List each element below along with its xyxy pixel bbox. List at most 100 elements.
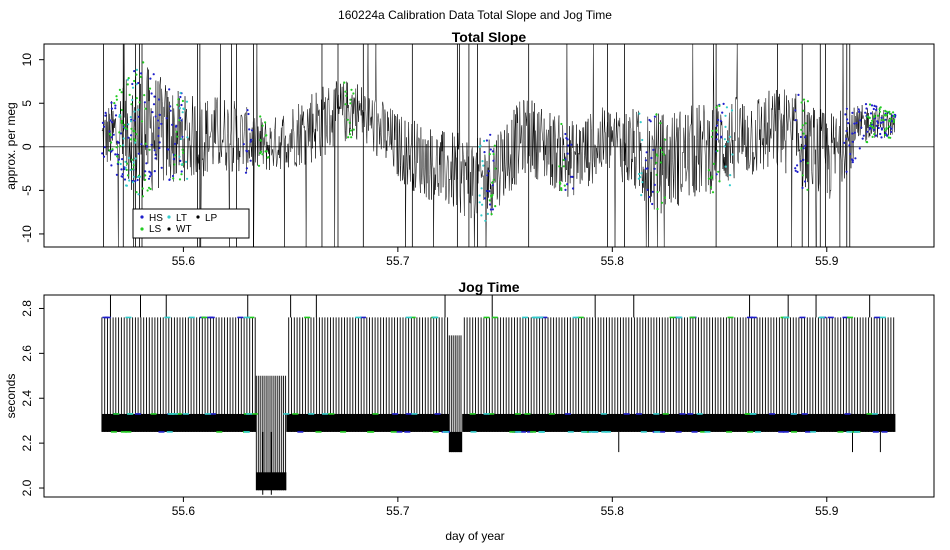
series-ls-point <box>870 122 873 125</box>
series-ls-point <box>135 191 138 194</box>
series-ls-point <box>115 95 118 98</box>
series-hs-point <box>873 104 876 107</box>
series-ls-point <box>173 163 176 166</box>
series-ls-point <box>181 148 184 151</box>
series-hs-point <box>171 174 175 178</box>
jog-time-ylabel: seconds <box>4 374 18 419</box>
series-ls-point <box>178 119 181 122</box>
figure-title: 160224a Calibration Data Total Slope and… <box>338 8 612 22</box>
total-slope-axes: 55.6 55.7 55.8 55.9 -10 -5 0 5 10 <box>20 53 839 268</box>
series-ls-point <box>143 94 146 97</box>
series-lt-point <box>186 136 189 139</box>
series-hs-point <box>114 107 117 110</box>
series-ls-point <box>889 117 892 120</box>
jog-time-y-tick-label: 2.2 <box>20 434 34 451</box>
series-hs-point <box>145 162 148 165</box>
series-wt-band <box>286 413 450 432</box>
series-ls-point <box>494 167 497 170</box>
series-lt-point <box>128 179 131 182</box>
series-ls-point <box>715 106 718 109</box>
series-wt-segment-lines <box>255 375 287 491</box>
series-lt-point <box>131 86 135 89</box>
series-hs-point <box>857 108 860 111</box>
series-hs-point <box>854 157 857 160</box>
series-ls-point <box>869 124 872 127</box>
total-slope-y-tick-label: -5 <box>20 185 34 196</box>
series-ls-point <box>892 119 896 122</box>
series-hs-point <box>246 109 249 112</box>
series-ls-point <box>135 133 138 136</box>
series-hs-point <box>137 115 140 118</box>
series-lt-point <box>179 91 182 95</box>
series-lt-point <box>129 168 132 172</box>
series-ls-point <box>659 161 663 164</box>
series-hs-point <box>858 147 861 150</box>
series-ls-point <box>128 93 131 96</box>
series-hs-point <box>864 111 867 114</box>
series-ls-point <box>494 205 497 208</box>
series-ls-point <box>177 98 180 101</box>
series-ls-point <box>716 149 719 152</box>
series-ls-point <box>352 92 355 95</box>
series-hs-point <box>851 140 854 143</box>
series-hs-point <box>169 109 172 112</box>
series-ls-point <box>876 114 880 117</box>
series-hs-point <box>130 134 133 137</box>
series-hs-point <box>645 151 648 154</box>
series-ls-point <box>135 97 138 100</box>
series-hs-point <box>487 170 490 173</box>
series-ls-point <box>804 122 807 125</box>
series-hs-point <box>121 175 124 178</box>
series-hs-point <box>488 203 492 206</box>
series-ls-point <box>710 176 713 180</box>
series-lt-point <box>124 160 127 163</box>
series-hs-point <box>179 116 182 120</box>
series-hs-point <box>804 180 807 183</box>
series-hs-point <box>250 138 253 141</box>
series-ls-point <box>130 103 133 106</box>
total-slope-title: Total Slope <box>452 29 527 45</box>
series-ls-point <box>117 161 120 164</box>
series-ls-point <box>139 75 142 78</box>
series-hs-point <box>111 121 114 124</box>
series-ls-point <box>344 103 347 106</box>
series-ls-point <box>142 61 145 64</box>
series-hs-point <box>868 128 871 131</box>
series-hs-point <box>103 125 106 128</box>
series-hs-point <box>570 143 573 146</box>
series-hs-point <box>158 146 161 150</box>
series-hs-point <box>136 178 139 182</box>
legend-item-ls: LS <box>140 224 162 235</box>
jog-time-frame <box>43 294 935 498</box>
jog-time-traces <box>101 295 896 495</box>
series-ls-point <box>488 199 491 202</box>
series-hs-point <box>862 134 865 137</box>
series-hs-point <box>104 114 107 117</box>
series-hs-point <box>864 103 868 106</box>
total-slope-y-tick-label: -10 <box>20 225 34 243</box>
series-hs-point <box>104 111 107 114</box>
total-slope-y-tick-label: 0 <box>20 143 34 150</box>
series-ls-point <box>144 107 147 110</box>
series-lt-point <box>137 193 140 196</box>
series-hs-point <box>890 120 894 123</box>
series-ls-point <box>133 138 136 141</box>
series-lt-point <box>182 107 185 110</box>
series-ls-point <box>717 170 720 173</box>
jog-time-y-tick-label: 2.6 <box>20 345 34 362</box>
series-hs-point <box>103 146 106 149</box>
series-hs-point <box>102 155 106 158</box>
series-hs-point <box>110 136 113 139</box>
series-ls-point <box>126 162 129 165</box>
series-lt-point <box>134 141 137 144</box>
jog-time-panel: Jog Time 55.6 55.7 55.8 55.9 2.0 2.2 2.4 2.6 2.8… <box>4 279 935 518</box>
series-ls-point <box>656 207 659 211</box>
series-ls-point <box>880 118 883 121</box>
series-ls-point <box>885 113 888 116</box>
legend-marker-hs <box>140 215 144 219</box>
series-ls-point <box>349 98 352 101</box>
series-lt-point <box>486 212 489 215</box>
series-hs-point <box>165 117 168 120</box>
series-lt-point <box>185 160 188 163</box>
series-hs-point <box>861 137 864 140</box>
